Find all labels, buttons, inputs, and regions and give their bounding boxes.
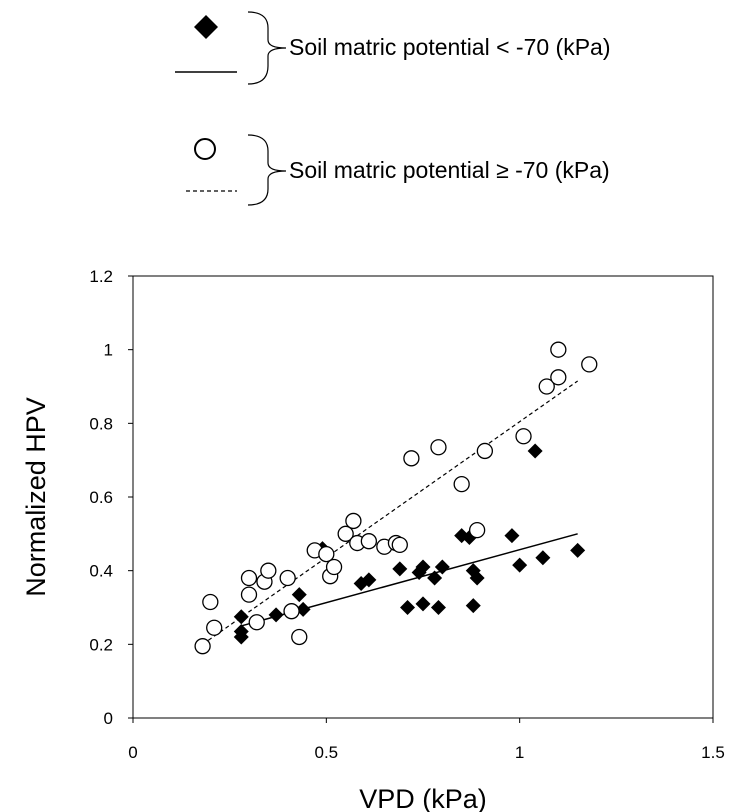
point-circle: [538, 378, 555, 395]
point-diamond: [434, 559, 450, 575]
legend-brace-1: [247, 11, 287, 85]
trendlines: [202, 380, 579, 645]
plot-area: [132, 275, 714, 719]
point-circle: [279, 569, 296, 587]
point-diamond: [570, 542, 586, 558]
legend: [175, 11, 287, 206]
x-tick-label: 1.5: [701, 743, 725, 762]
point-circle: [391, 536, 408, 554]
point-circle: [345, 512, 362, 530]
point-diamond: [233, 609, 249, 625]
y-tick-label: 0.4: [89, 562, 113, 581]
point-circle: [283, 603, 300, 620]
point-circle: [260, 562, 277, 579]
legend-label-above-70: Soil matric potential ≥ -70 (kPa): [289, 157, 610, 183]
y-tick-label: 0.8: [89, 414, 113, 433]
x-tick-label: 0: [128, 743, 137, 762]
point-diamond: [504, 528, 520, 544]
point-circle: [403, 450, 420, 467]
point-circle: [430, 439, 447, 456]
x-axis-title: VPD (kPa): [359, 784, 487, 812]
point-diamond: [415, 596, 431, 612]
point-diamond: [415, 559, 431, 575]
point-circle: [453, 475, 470, 493]
point-diamond: [430, 600, 446, 615]
point-circle: [476, 442, 494, 460]
point-diamond: [361, 572, 377, 588]
legend-label-below-70: Soil matric potential < -70 (kPa): [289, 34, 611, 60]
trendline-series-2: [202, 380, 579, 645]
x-axis: 0 0.5 1 1.5: [128, 718, 725, 762]
point-diamond: [233, 623, 249, 639]
legend-entry-2: [186, 134, 287, 206]
point-diamond: [527, 443, 543, 459]
point-circle: [468, 522, 486, 539]
point-diamond: [392, 561, 408, 577]
point-circle: [194, 638, 211, 655]
point-diamond: [469, 570, 485, 586]
y-axis-title: Normalized HPV: [21, 397, 51, 597]
point-diamond: [427, 570, 443, 586]
point-circle: [360, 533, 378, 550]
point-circle: [550, 369, 567, 386]
point-circle: [240, 569, 258, 587]
legend-marker-circle: [194, 138, 216, 160]
point-diamond: [535, 550, 551, 566]
y-tick-label: 0.2: [89, 635, 113, 654]
x-tick-label: 0.5: [315, 743, 339, 762]
point-circle: [325, 558, 343, 576]
point-circle: [202, 593, 219, 611]
point-circle: [240, 586, 258, 603]
legend-brace-2: [247, 134, 287, 206]
point-diamond: [268, 607, 284, 623]
point-diamond: [291, 587, 307, 603]
legend-marker-diamond: [194, 15, 218, 39]
point-circle: [581, 356, 598, 373]
point-diamond: [512, 557, 528, 573]
legend-entry-1: [175, 11, 287, 85]
point-circle: [515, 428, 532, 445]
x-tick-label: 1: [515, 743, 524, 762]
data-points: [194, 341, 598, 655]
point-circle: [550, 341, 567, 358]
y-tick-label: 0.6: [89, 488, 113, 507]
point-circle: [248, 614, 265, 631]
y-tick-label: 1.2: [89, 267, 113, 286]
point-circle: [337, 525, 354, 542]
point-circle: [291, 628, 308, 646]
point-diamond: [465, 598, 481, 614]
point-diamond: [400, 600, 416, 615]
point-circle: [206, 619, 223, 636]
y-axis: 0 0.2 0.4 0.6 0.8 1 1.2: [89, 267, 133, 728]
y-tick-label: 0: [104, 709, 113, 728]
y-tick-label: 1: [104, 341, 113, 360]
point-circle: [318, 545, 335, 563]
